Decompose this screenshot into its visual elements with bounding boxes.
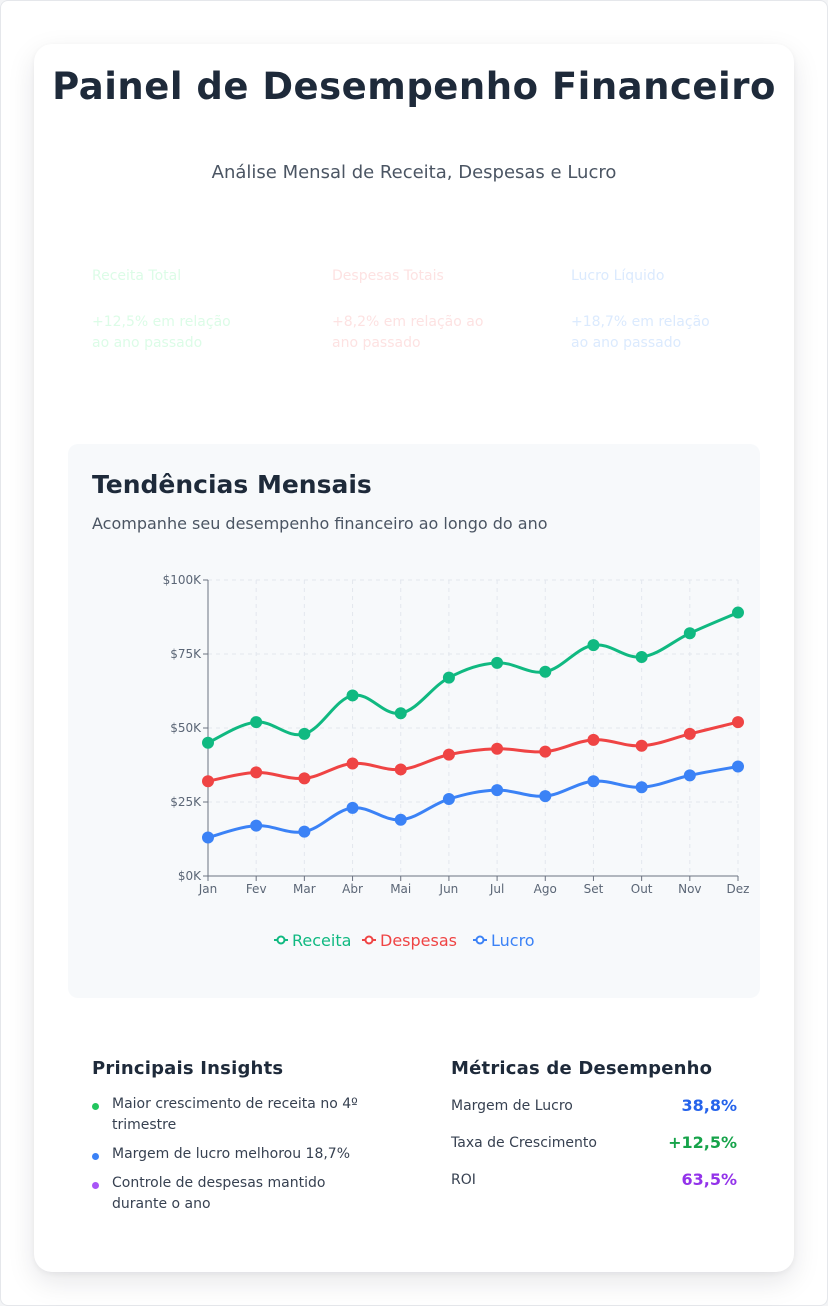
data-point-receita [442,671,455,684]
legend-marker-lucro [475,935,485,945]
kpi-revenue-note: +12,5% em relação ao ano passado [92,314,231,351]
metric-label: ROI [451,1172,476,1188]
data-point-receita [346,689,359,702]
x-tick-label: Mar [293,882,316,896]
insight-bullet-icon [92,1153,99,1160]
legend-label-lucro: Lucro [491,931,535,950]
y-tick-label: $50K [170,721,202,735]
metric-label: Margem de Lucro [451,1098,573,1114]
chart-panel: Tendências Mensais Acompanhe seu desempe… [68,444,760,998]
metric-row: Margem de Lucro 38,8% [451,1096,737,1115]
data-point-despesas [635,739,648,752]
x-tick-label: Fev [246,882,267,896]
data-point-despesas [442,748,455,761]
kpi-expenses: Despesas Totais +8,2% em relação ao ano … [332,266,492,354]
data-point-lucro [202,831,214,844]
legend-label-receita: Receita [292,931,351,950]
y-tick-label: $25K [170,795,202,809]
insight-bullet-icon [92,1182,99,1189]
insight-text: Controle de despesas mantido durante o a… [112,1175,326,1212]
data-point-despesas [298,772,311,785]
legend-marker-despesas [364,935,374,945]
insight-item: Margem de lucro melhorou 18,7% [92,1144,382,1165]
chart-title: Tendências Mensais [92,470,372,499]
data-point-lucro [394,813,407,826]
kpi-profit-label: Lucro Líquido [571,268,665,284]
data-point-lucro [442,793,455,806]
data-point-despesas [250,766,263,779]
legend-label-despesas: Despesas [380,931,457,950]
data-point-lucro [587,775,600,788]
kpi-expenses-label: Despesas Totais [332,268,444,284]
metric-row: ROI 63,5% [451,1170,737,1189]
data-point-despesas [683,727,696,740]
page-subtitle: Análise Mensal de Receita, Despesas e Lu… [211,162,617,183]
y-tick-label: $100K [163,573,203,587]
data-point-lucro [539,790,552,803]
kpi-profit: Lucro Líquido +18,7% em relação ao ano p… [571,266,731,354]
data-point-lucro [732,760,744,773]
x-tick-label: Abr [342,882,363,896]
x-tick-label: Dez [727,882,750,896]
data-point-receita [732,606,744,619]
legend-marker-receita [276,935,286,945]
data-point-despesas [346,757,359,770]
x-tick-label: Jan [198,882,218,896]
chart-subtitle: Acompanhe seu desempenho financeiro ao l… [92,514,548,533]
series-line-receita [206,611,740,745]
data-point-lucro [491,784,504,797]
data-point-lucro [346,801,359,814]
kpi-revenue-label: Receita Total [92,268,182,284]
data-point-despesas [732,716,744,729]
kpi-expenses-note: +8,2% em relação ao ano passado [332,314,484,351]
data-point-despesas [539,745,552,758]
insight-item: Maior crescimento de receita no 4º trime… [92,1094,382,1136]
data-point-receita [683,627,696,640]
data-point-receita [250,716,263,729]
metric-value: 38,8% [681,1096,737,1115]
data-point-despesas [202,775,214,788]
metric-label: Taxa de Crescimento [451,1135,597,1151]
insights-section: Principais Insights Maior crescimento de… [92,1058,412,1212]
metric-row: Taxa de Crescimento +12,5% [451,1133,737,1152]
data-point-receita [298,727,311,740]
x-tick-label: Mai [390,882,411,896]
page-title: Painel de Desempenho Financeiro [52,65,776,108]
insight-text: Maior crescimento de receita no 4º trime… [112,1096,358,1133]
insight-item: Controle de despesas mantido durante o a… [92,1173,382,1215]
data-point-lucro [250,819,263,832]
line-chart: $0K $25K $50K $75K $100K Jan Fev Mar Abr Mai Jun Ju… [163,573,750,950]
kpi-revenue: Receita Total +12,5% em relação ao ano p… [92,266,252,354]
x-tick-label: Jul [489,882,504,896]
data-point-lucro [635,781,648,794]
data-point-receita [635,650,648,663]
y-tick-label: $75K [170,647,202,661]
metrics-title: Métricas de Desempenho [451,1058,713,1079]
x-tick-label: Nov [678,882,701,896]
data-point-receita [587,639,600,652]
metrics-section: Métricas de Desempenho Margem de Lucro 3… [451,1058,737,1189]
x-tick-label: Set [584,882,604,896]
x-tick-label: Ago [534,882,557,896]
x-tick-label: Out [631,882,653,896]
data-point-receita [394,707,407,720]
insights-title: Principais Insights [92,1058,284,1079]
insight-bullet-icon [92,1103,99,1110]
kpi-profit-note: +18,7% em relação ao ano passado [571,314,710,351]
metric-value: 63,5% [681,1170,737,1189]
data-point-despesas [491,742,504,755]
data-point-receita [539,665,552,678]
data-point-receita [491,656,504,669]
data-point-lucro [683,769,696,782]
data-point-receita [202,736,214,749]
y-tick-label: $0K [178,869,202,883]
data-point-despesas [587,733,600,746]
metric-value: +12,5% [668,1133,737,1152]
data-point-despesas [394,763,407,776]
insight-text: Margem de lucro melhorou 18,7% [112,1146,351,1162]
x-tick-label: Jun [439,882,459,896]
data-point-lucro [298,825,311,838]
dashboard-card: Painel de Desempenho Financeiro Análise … [34,44,794,1272]
